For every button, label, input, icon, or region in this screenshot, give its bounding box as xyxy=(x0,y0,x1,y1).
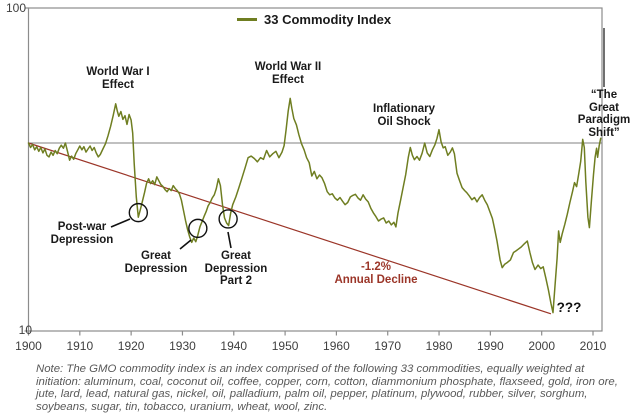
x-tick-label: 1930 xyxy=(169,339,196,353)
annotation-paradigm-shift: “The Great Paradigm Shift” xyxy=(577,89,631,139)
legend: 33 Commodity Index xyxy=(237,12,391,27)
annotation-annual-decline: -1.2% Annual Decline xyxy=(334,261,418,286)
event-circle xyxy=(128,202,149,223)
x-tick-label: 1960 xyxy=(323,339,350,353)
commodity-index-line xyxy=(27,97,602,314)
x-tick-label: 1920 xyxy=(117,339,145,353)
annotation-postwar-depression: Post-war Depression xyxy=(50,221,114,246)
x-tick-label: 1980 xyxy=(425,339,453,353)
x-tick-label: 1900 xyxy=(15,339,42,353)
annotation-ww2-effect: World War II Effect xyxy=(254,61,322,86)
event-circle xyxy=(188,218,208,239)
x-tick-label: 1970 xyxy=(374,339,402,353)
annotation-leader-line xyxy=(110,218,131,228)
annotation-oil-shock: Inflationary Oil Shock xyxy=(373,103,435,128)
y-axis-label-100: 100 xyxy=(5,1,26,15)
x-tick-label: 2000 xyxy=(528,339,556,353)
x-tick-label: 1940 xyxy=(220,339,248,353)
trend-line xyxy=(28,142,552,315)
y-axis-label-10: 10 xyxy=(18,323,32,337)
annotation-leader-line xyxy=(179,239,192,250)
footnote-text: Note: The GMO commodity index is an inde… xyxy=(36,363,618,413)
annotation-great-depression: Great Depression xyxy=(124,250,188,275)
annotation-ww1-effect: World War I Effect xyxy=(86,66,150,91)
annotation-leader-line xyxy=(227,231,232,249)
legend-label: 33 Commodity Index xyxy=(264,12,392,27)
x-tick-label: 1950 xyxy=(271,339,299,353)
x-tick-label: 1990 xyxy=(477,339,504,353)
commodity-index-plot xyxy=(24,7,605,336)
annotation-question-marks: ??? xyxy=(556,300,582,315)
plot-frame xyxy=(27,7,603,332)
x-tick-label: 2010 xyxy=(579,339,607,353)
x-tick-label: 1910 xyxy=(66,339,94,353)
event-circle xyxy=(218,209,238,229)
legend-line-swatch xyxy=(237,18,257,21)
annotation-great-depression-2: Great Depression Part 2 xyxy=(204,250,268,287)
